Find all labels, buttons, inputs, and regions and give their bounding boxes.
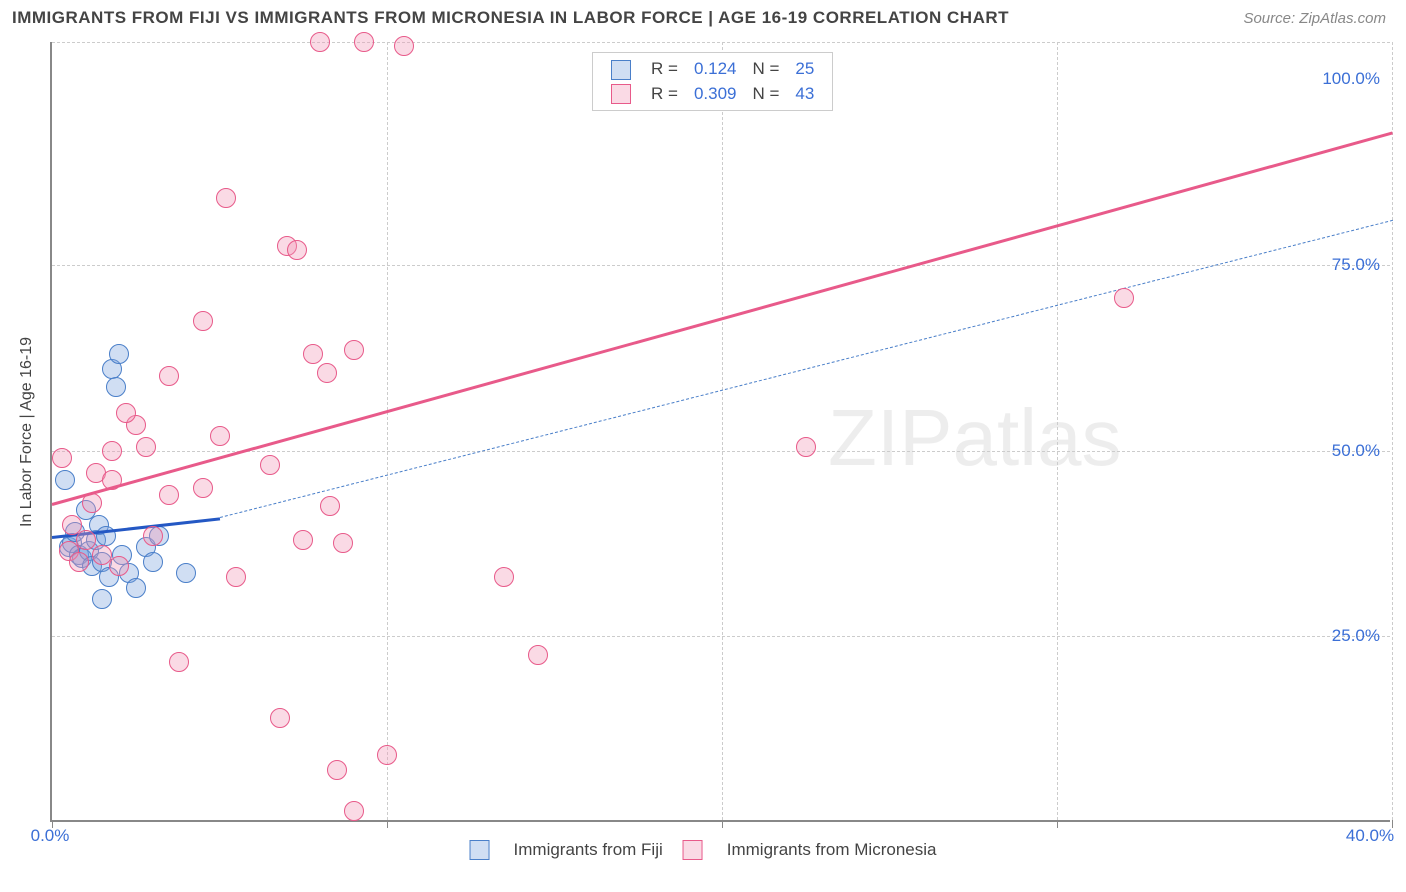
data-point <box>1114 288 1134 308</box>
data-point <box>270 708 290 728</box>
data-point <box>528 645 548 665</box>
data-point <box>76 530 96 550</box>
data-point <box>344 801 364 821</box>
data-point <box>52 448 72 468</box>
data-point <box>169 652 189 672</box>
data-point <box>176 563 196 583</box>
data-point <box>92 589 112 609</box>
data-point <box>344 340 364 360</box>
correlation-legend: R =0.124N =25R =0.309N =43 <box>592 52 833 111</box>
data-point <box>143 526 163 546</box>
data-point <box>143 552 163 572</box>
data-point <box>109 556 129 576</box>
data-point <box>136 437 156 457</box>
data-point <box>310 32 330 52</box>
legend-label: Immigrants from Fiji <box>514 840 663 860</box>
data-point <box>69 552 89 572</box>
data-point <box>317 363 337 383</box>
data-point <box>193 478 213 498</box>
chart-container: In Labor Force | Age 16-19 ZIPatlas 25.0… <box>0 32 1406 862</box>
data-point <box>354 32 374 52</box>
data-point <box>216 188 236 208</box>
x-tick-label: 40.0% <box>1346 826 1394 846</box>
plot-area: ZIPatlas 25.0% 50.0% 75.0% 100.0% R =0.124N … <box>50 42 1390 822</box>
series-legend: Immigrants from Fiji Immigrants from Micr… <box>470 840 937 860</box>
data-point <box>303 344 323 364</box>
data-point <box>394 36 414 56</box>
data-point <box>159 366 179 386</box>
data-point <box>293 530 313 550</box>
y-tick-label: 75.0% <box>1332 255 1380 275</box>
data-point <box>333 533 353 553</box>
data-point <box>260 455 280 475</box>
data-point <box>327 760 347 780</box>
data-point <box>193 311 213 331</box>
data-point <box>116 403 136 423</box>
data-point <box>210 426 230 446</box>
legend-label: Immigrants from Micronesia <box>727 840 937 860</box>
data-point <box>320 496 340 516</box>
chart-header: IMMIGRANTS FROM FIJI VS IMMIGRANTS FROM … <box>0 0 1406 32</box>
y-tick-label: 50.0% <box>1332 441 1380 461</box>
chart-title: IMMIGRANTS FROM FIJI VS IMMIGRANTS FROM … <box>12 8 1009 28</box>
watermark-text: ZIPatlas <box>828 392 1121 484</box>
data-point <box>796 437 816 457</box>
data-point <box>287 240 307 260</box>
data-point <box>102 441 122 461</box>
data-point <box>55 470 75 490</box>
legend-swatch <box>470 840 490 860</box>
y-tick-label: 100.0% <box>1322 69 1380 89</box>
y-axis-label: In Labor Force | Age 16-19 <box>18 337 36 527</box>
data-point <box>126 578 146 598</box>
data-point <box>109 344 129 364</box>
data-point <box>159 485 179 505</box>
data-point <box>494 567 514 587</box>
y-tick-label: 25.0% <box>1332 626 1380 646</box>
data-point <box>226 567 246 587</box>
x-tick-label: 0.0% <box>31 826 70 846</box>
data-point <box>377 745 397 765</box>
legend-swatch <box>683 840 703 860</box>
data-point <box>106 377 126 397</box>
source-attribution: Source: ZipAtlas.com <box>1243 10 1386 27</box>
